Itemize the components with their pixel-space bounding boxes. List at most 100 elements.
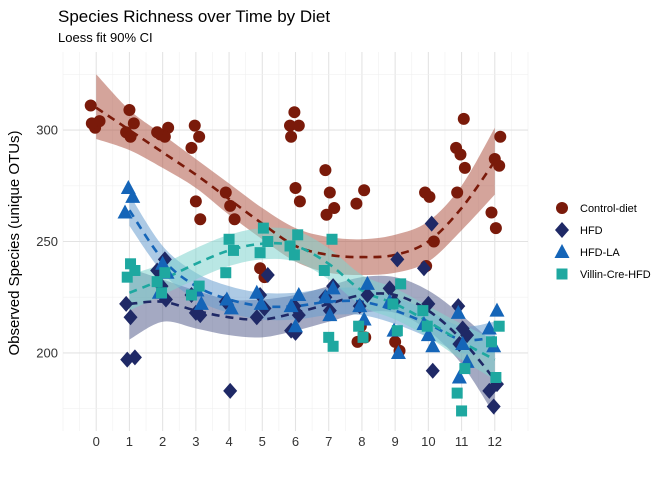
point-villin-cre-hfd	[125, 258, 137, 270]
point-hfd	[249, 309, 264, 326]
point-hfd-la	[390, 344, 406, 359]
point-villin-cre-hfd	[129, 264, 141, 276]
x-tick-label: 4	[225, 434, 232, 449]
point-villin-cre-hfd	[223, 233, 235, 245]
point-control-diet	[228, 213, 241, 226]
point-villin-cre-hfd	[159, 267, 171, 279]
point-control-diet	[319, 164, 332, 177]
x-axis-ticks: 0 1 2 3 4 5 6 7 8 9 10 11 12	[93, 434, 502, 449]
point-control-diet	[454, 148, 467, 161]
point-control-diet	[219, 186, 232, 199]
point-control-diet	[493, 159, 506, 172]
point-hfd-la	[359, 275, 375, 290]
fit-line-2	[128, 209, 495, 342]
x-tick-label: 1	[126, 434, 133, 449]
point-hfd-la	[223, 300, 239, 315]
point-villin-cre-hfd	[353, 320, 365, 332]
point-hfd	[424, 215, 439, 232]
point-control-diet	[485, 206, 498, 219]
point-hfd-la	[317, 289, 333, 304]
point-villin-cre-hfd	[121, 271, 133, 283]
point-control-diet	[284, 119, 296, 132]
point-control-diet	[188, 119, 201, 132]
point-hfd	[486, 398, 501, 415]
x-tick-label: 2	[159, 434, 166, 449]
x-tick-label: 0	[93, 434, 100, 449]
ci-band-3	[129, 227, 495, 380]
point-hfd-la	[193, 295, 209, 310]
point-control-diet	[285, 130, 298, 143]
point-control-diet	[427, 235, 440, 248]
point-villin-cre-hfd	[357, 331, 369, 343]
legend-key-2	[554, 244, 570, 258]
point-hfd	[482, 382, 497, 399]
point-villin-cre-hfd	[395, 278, 407, 290]
point-hfd	[119, 295, 134, 312]
x-tick-label: 8	[358, 434, 365, 449]
chart-subtitle: Loess fit 90% CI	[58, 30, 153, 45]
legend-key-0	[556, 202, 568, 214]
point-villin-cre-hfd	[318, 264, 330, 276]
point-control-diet	[85, 117, 98, 130]
point-hfd	[123, 309, 138, 326]
point-villin-cre-hfd	[421, 320, 433, 332]
point-hfd-la	[352, 298, 368, 313]
fit-line-1	[129, 292, 496, 381]
point-hfd-la	[451, 369, 467, 384]
data-points	[84, 99, 507, 417]
point-villin-cre-hfd	[485, 336, 497, 348]
point-villin-cre-hfd	[417, 305, 429, 317]
point-hfd-la	[325, 280, 341, 295]
point-control-diet	[292, 119, 305, 132]
x-tick-label: 5	[259, 434, 266, 449]
point-hfd	[193, 307, 208, 324]
point-hfd-la	[288, 318, 303, 333]
point-villin-cre-hfd	[323, 331, 335, 343]
point-villin-cre-hfd	[292, 229, 304, 241]
point-hfd-la	[450, 304, 466, 319]
x-tick-label: 7	[325, 434, 332, 449]
legend-label: HFD	[580, 225, 603, 237]
point-villin-cre-hfd	[220, 267, 232, 279]
point-hfd-la	[489, 302, 505, 317]
point-control-diet	[358, 184, 371, 197]
x-tick-label: 9	[392, 434, 399, 449]
point-control-diet	[320, 208, 333, 221]
point-hfd-la	[253, 295, 269, 310]
y-tick-label: 300	[36, 123, 58, 138]
point-control-diet	[254, 262, 267, 275]
point-control-diet	[124, 130, 137, 143]
y-tick-label: 250	[36, 234, 58, 249]
point-villin-cre-hfd	[387, 298, 399, 310]
legend-label: Villin-Cre-HFD	[580, 269, 651, 281]
point-control-diet	[288, 106, 301, 119]
point-control-diet	[350, 197, 363, 210]
point-hfd	[390, 251, 405, 268]
legend-key-3	[556, 268, 568, 280]
y-axis-label: Observed Species (unique OTUs)	[6, 130, 23, 355]
point-villin-cre-hfd	[288, 249, 300, 261]
point-control-diet	[489, 222, 502, 235]
y-axis-ticks: 200 250 300	[36, 123, 58, 361]
legend: Control-diet HFD HFD-LA Villin-Cre-HFD	[554, 202, 651, 281]
point-villin-cre-hfd	[326, 233, 338, 245]
x-tick-label: 3	[192, 434, 199, 449]
point-hfd-la	[481, 320, 497, 335]
point-control-diet	[458, 161, 471, 174]
point-hfd-la	[322, 307, 338, 322]
point-hfd-la	[249, 284, 265, 299]
point-villin-cre-hfd	[257, 222, 269, 234]
point-control-diet	[423, 190, 436, 203]
point-villin-cre-hfd	[391, 325, 403, 337]
point-control-diet	[151, 126, 164, 139]
point-control-diet	[123, 103, 136, 116]
point-hfd-la	[125, 188, 141, 203]
point-villin-cre-hfd	[459, 363, 471, 375]
point-control-diet	[84, 99, 97, 112]
point-control-diet	[323, 186, 336, 199]
x-tick-label: 6	[292, 434, 299, 449]
point-villin-cre-hfd	[284, 240, 296, 252]
point-villin-cre-hfd	[156, 287, 168, 299]
point-villin-cre-hfd	[451, 387, 463, 399]
point-control-diet	[389, 335, 402, 348]
